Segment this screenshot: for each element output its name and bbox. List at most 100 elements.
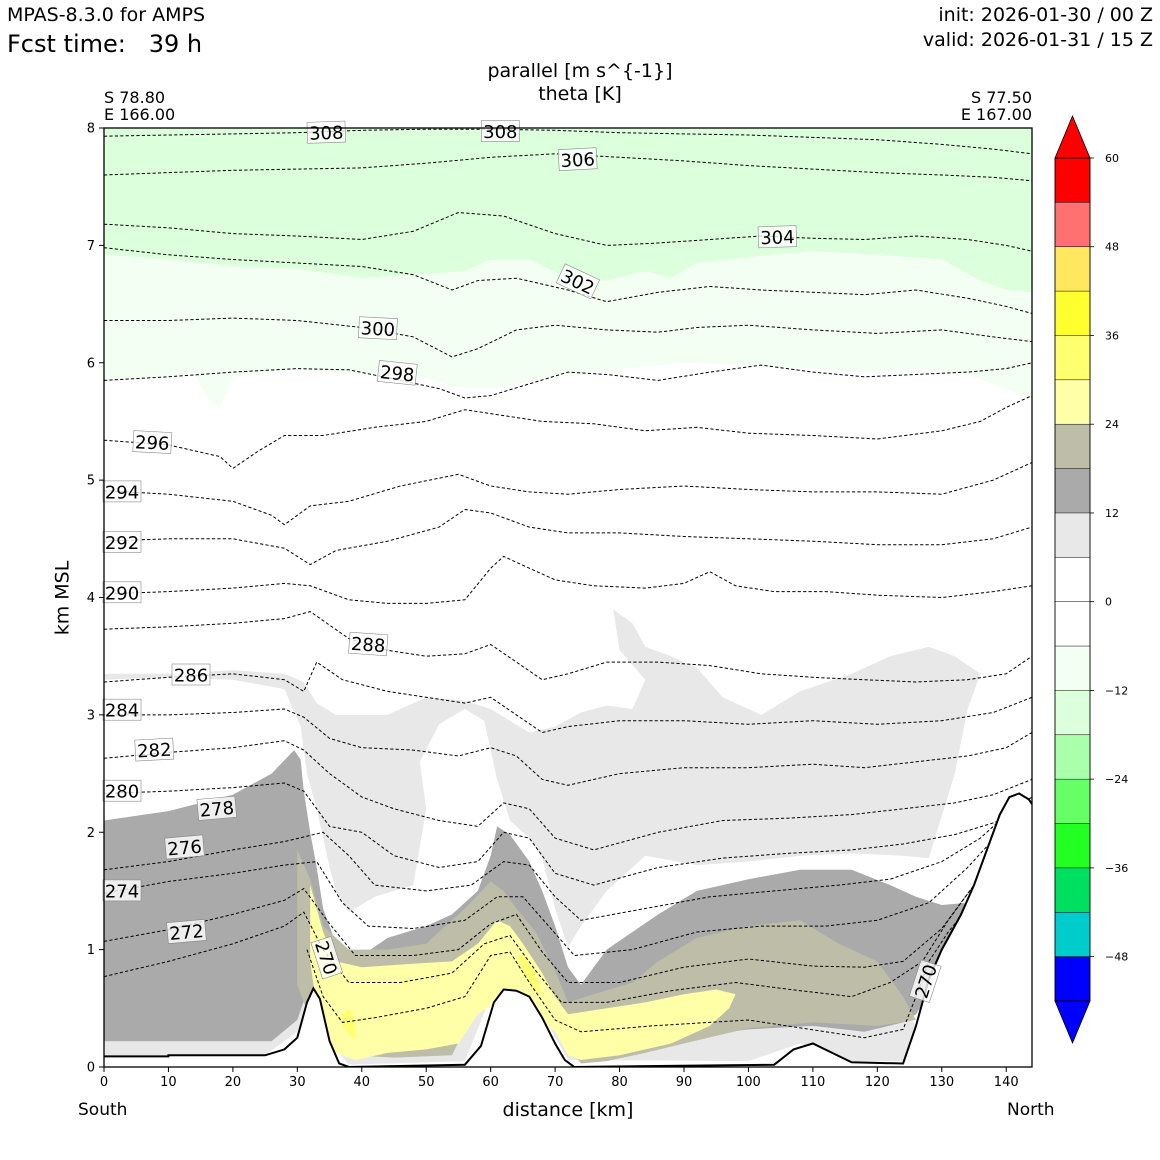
x-tick-label: 110 (800, 1075, 825, 1090)
theta-label-text: 272 (169, 921, 205, 945)
y-tick-label: 5 (87, 474, 95, 489)
theta-label-280: 280 (102, 779, 142, 803)
shade-yellow-core-right (516, 955, 543, 997)
theta-label-text: 282 (137, 740, 172, 763)
theta-label-276: 276 (164, 834, 205, 861)
colorbar-tick-label: 60 (1105, 152, 1119, 165)
theta-label-272: 272 (166, 919, 207, 945)
theta-label-278: 278 (196, 795, 237, 822)
colorbar-band (1055, 424, 1090, 469)
x-tick-label: 140 (994, 1075, 1019, 1090)
colorbar-band (1055, 468, 1090, 513)
x-tick-label: 70 (547, 1075, 564, 1090)
colorbar-tick-label: −12 (1105, 684, 1128, 697)
right-end-lon: E 167.00 (960, 105, 1032, 124)
theta-contour-272 (104, 837, 1032, 1003)
theta-contour-282 (104, 740, 1032, 851)
x-tick-label: 40 (354, 1075, 371, 1090)
x-tick-label: 10 (160, 1075, 177, 1090)
theta-contour-288 (104, 611, 1032, 683)
theta-label-text: 276 (167, 837, 203, 861)
theta-label-box (102, 779, 142, 802)
theta-label-box (132, 430, 173, 454)
theta-contour-304 (104, 211, 1032, 252)
colorbar-tick-label: 12 (1105, 507, 1119, 520)
colorbar-band (1055, 690, 1090, 735)
x-tick-label: 50 (418, 1075, 435, 1090)
theta-label-304: 304 (757, 225, 798, 249)
theta-label-text: 290 (105, 583, 139, 604)
colorbar-band (1055, 557, 1090, 602)
theta-label-box (376, 360, 418, 386)
y-axis-label: km MSL (51, 560, 74, 636)
theta-label-box (166, 919, 207, 944)
x-axis-label: distance [km] (502, 1099, 634, 1121)
x-tick-label: 80 (611, 1075, 628, 1090)
theta-label-296: 296 (132, 430, 173, 455)
theta-label-308: 308 (306, 120, 346, 145)
theta-label-text: 278 (199, 798, 235, 822)
colorbar-band (1055, 601, 1090, 647)
colorbar-under-arrow (1054, 1000, 1091, 1045)
theta-label-286: 286 (171, 663, 211, 687)
terrain-line (104, 792, 1032, 1067)
theta-label-box (102, 480, 142, 503)
theta-label-box (557, 147, 598, 171)
colorbar-band (1055, 867, 1090, 913)
theta-label-274: 274 (102, 879, 142, 902)
theta-label-text: 308 (483, 122, 517, 143)
x-tick-label: 60 (482, 1075, 499, 1090)
colorbar-band (1055, 912, 1090, 957)
theta-label-298: 298 (376, 360, 418, 387)
x-tick-label: 90 (676, 1075, 693, 1090)
north-label: North (1007, 1100, 1055, 1120)
south-label: South (78, 1100, 128, 1120)
colorbar-frame (1054, 157, 1091, 1002)
theta-label-text: 286 (174, 666, 208, 687)
theta-contour-280 (104, 782, 1032, 886)
y-tick-label: 2 (87, 826, 95, 841)
colorbar-band (1055, 823, 1090, 868)
theta-label-302: 302 (555, 263, 600, 299)
theta-label-306: 306 (557, 147, 598, 172)
y-tick-label: 1 (87, 943, 95, 958)
theta-label-box (908, 959, 942, 1003)
colorbar-band (1055, 512, 1090, 558)
colorbar-tick-label: 0 (1105, 596, 1112, 609)
theta-contour-284 (104, 708, 1032, 786)
y-tick-label: 7 (87, 239, 95, 254)
theta-label-text: 304 (760, 227, 795, 249)
theta-label-text: 284 (105, 701, 139, 722)
shade-lightgrey-left-plume (104, 609, 981, 948)
theta-contours-layer (104, 128, 1032, 1039)
theta-label-294: 294 (102, 480, 142, 503)
x-tick-label: 0 (100, 1075, 108, 1090)
terrain-layer (104, 792, 1032, 1067)
x-tick-label: 130 (929, 1075, 954, 1090)
theta-label-box (102, 581, 142, 604)
theta-label-text: 274 (105, 881, 139, 902)
theta-label-box (348, 631, 389, 657)
theta-label-text: 300 (360, 318, 395, 341)
theta-label-282: 282 (134, 737, 175, 763)
theta-contour-290 (104, 555, 1032, 604)
chart-title-theta: theta [K] (538, 83, 622, 105)
x-tick-label: 100 (736, 1075, 761, 1090)
theta-label-text: 280 (105, 782, 139, 803)
y-tick-label: 3 (87, 708, 95, 723)
theta-label-text: 292 (105, 533, 139, 554)
shade-pale-green-band (104, 251, 1032, 408)
theta-label-box (306, 120, 346, 144)
colorbar-band (1055, 379, 1090, 425)
theta-contour-296 (104, 395, 1032, 470)
theta-label-box (310, 935, 344, 980)
wind-shading-layer (104, 128, 1032, 1065)
colorbar-band (1055, 291, 1090, 336)
theta-label-box (102, 698, 142, 721)
shade-green-band-top (104, 128, 1032, 293)
y-tick-label: 4 (87, 591, 95, 606)
theta-label-box (164, 834, 205, 860)
colorbar-tick-label: −48 (1105, 951, 1128, 964)
theta-contour-276 (104, 808, 1032, 957)
theta-label-box (480, 120, 520, 142)
